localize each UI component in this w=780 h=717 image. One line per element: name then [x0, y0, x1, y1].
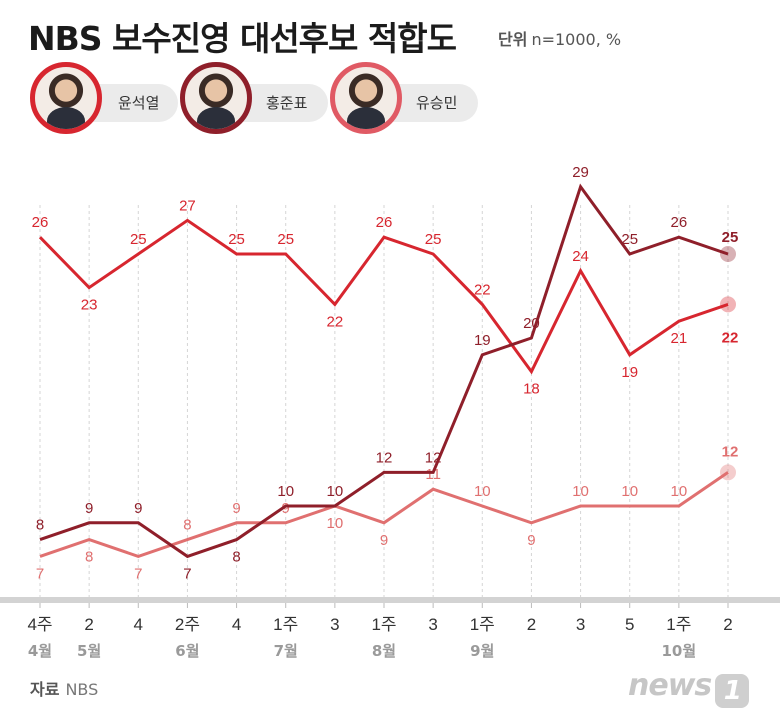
- legend-label: 윤석열: [118, 94, 160, 112]
- candidate-photo-icon: [180, 62, 252, 134]
- data-label: 22: [474, 281, 491, 298]
- source-value: NBS: [65, 680, 99, 699]
- legend-label: 유승민: [416, 94, 458, 112]
- data-point-end: [720, 296, 736, 313]
- x-month-label: 10월: [662, 642, 697, 660]
- data-label: 10: [671, 483, 688, 500]
- legend-item-yoon: 윤석열: [30, 62, 180, 142]
- x-tick-label: 3: [576, 615, 585, 634]
- data-label: 10: [327, 515, 344, 532]
- data-point-end: [720, 246, 736, 262]
- unit-label: 단위: [498, 30, 528, 49]
- legend-label: 홍준표: [266, 94, 308, 112]
- data-label: 26: [671, 214, 688, 231]
- data-label: 25: [130, 231, 147, 248]
- legend-item-yoo: 유승민: [330, 62, 490, 142]
- x-tick-label: 1주: [273, 615, 298, 634]
- data-label: 11: [425, 466, 441, 483]
- x-tick-label: 2주: [175, 615, 200, 634]
- x-month-label: 5월: [77, 642, 101, 660]
- data-label: 10: [277, 483, 294, 500]
- x-month-label: 6월: [175, 642, 199, 660]
- data-label: 25: [425, 231, 442, 248]
- data-label: 9: [134, 500, 142, 517]
- data-label: 10: [327, 483, 344, 500]
- x-tick-label: 1주: [666, 615, 691, 634]
- data-label: 7: [134, 565, 142, 582]
- data-label: 19: [474, 332, 491, 349]
- x-month-label: 8월: [372, 642, 396, 660]
- logo-text: news: [628, 668, 712, 703]
- data-label: 9: [232, 500, 240, 517]
- x-tick-label: 4: [232, 615, 241, 634]
- x-month-label: 4월: [28, 642, 52, 660]
- data-label: 25: [621, 231, 638, 248]
- data-label: 12: [722, 443, 739, 460]
- data-point-end: [720, 464, 736, 481]
- logo-mark: 1: [715, 674, 750, 708]
- data-label: 25: [228, 231, 245, 248]
- x-tick-label: 5: [625, 615, 634, 634]
- data-label: 8: [232, 549, 240, 566]
- data-label: 8: [36, 517, 44, 534]
- data-label: 7: [36, 565, 44, 582]
- data-label: 22: [327, 313, 344, 330]
- data-label: 29: [572, 164, 589, 181]
- unit-value: n=1000, %: [531, 30, 622, 49]
- candidate-photo-icon: [30, 62, 102, 134]
- data-label: 10: [474, 483, 491, 500]
- series-line: [39, 183, 729, 559]
- x-tick-label: 2: [84, 615, 93, 634]
- x-axis-baseline: [0, 597, 780, 603]
- data-label: 8: [183, 517, 191, 534]
- data-label: 26: [376, 214, 393, 231]
- data-label: 19: [621, 364, 638, 381]
- source-label: 자료: [30, 680, 60, 699]
- x-tick-label: 3: [428, 615, 437, 634]
- source-note: 자료 NBS: [30, 676, 98, 700]
- series-line: [39, 471, 729, 558]
- x-tick-label: 3: [330, 615, 339, 634]
- unit-note: 단위 n=1000, %: [498, 26, 621, 50]
- data-label: 9: [380, 532, 388, 549]
- x-tick-label: 4: [134, 615, 143, 634]
- data-label: 10: [621, 483, 638, 500]
- legend-item-hong: 홍준표: [180, 62, 330, 142]
- data-label: 12: [425, 449, 442, 466]
- data-label: 27: [179, 197, 196, 214]
- data-label: 25: [722, 229, 739, 246]
- data-label: 10: [572, 483, 589, 500]
- data-label: 9: [282, 500, 290, 517]
- x-tick-label: 1주: [371, 615, 396, 634]
- x-tick-label: 2: [723, 615, 732, 634]
- data-label: 12: [376, 449, 393, 466]
- data-label: 9: [527, 532, 535, 549]
- data-label: 18: [523, 381, 540, 398]
- data-label: 22: [722, 329, 739, 346]
- data-label: 21: [671, 330, 688, 347]
- data-label: 9: [85, 500, 93, 517]
- data-label: 20: [523, 315, 540, 332]
- data-label: 7: [183, 565, 191, 582]
- data-label: 8: [85, 549, 93, 566]
- chart-title: NBS 보수진영 대선후보 적합도: [28, 19, 457, 58]
- x-month-label: 7월: [274, 642, 298, 660]
- x-tick-label: 1주: [470, 615, 495, 634]
- data-label: 25: [277, 231, 294, 248]
- news1-logo: news 1: [628, 668, 750, 708]
- x-month-label: 9월: [470, 642, 494, 660]
- candidate-photo-icon: [330, 62, 402, 134]
- data-label: 23: [81, 297, 98, 314]
- series-line: [38, 218, 729, 375]
- x-tick-label: 4주: [27, 615, 52, 634]
- x-tick-label: 2: [527, 615, 536, 634]
- data-label: 26: [32, 214, 49, 231]
- data-label: 24: [572, 248, 589, 265]
